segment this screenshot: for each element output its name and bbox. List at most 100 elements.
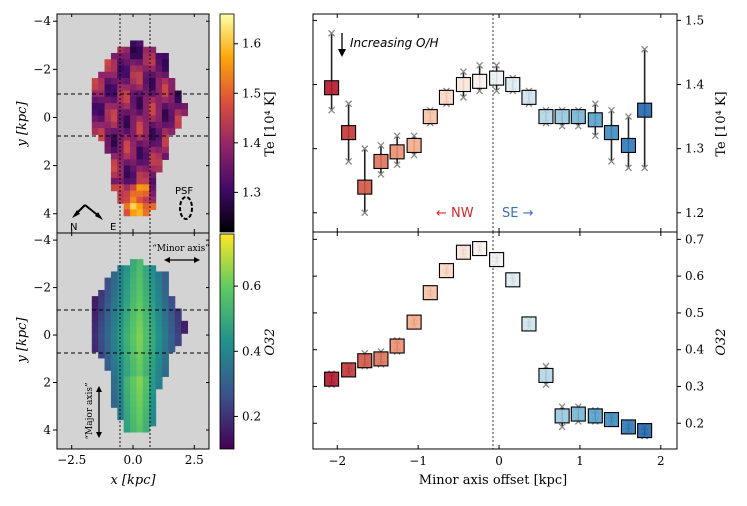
- o32-map-pixel: [117, 302, 125, 310]
- o32-map-pixel: [110, 326, 118, 334]
- measurement-cross: [574, 122, 582, 130]
- o32-map-pixel: [155, 314, 163, 322]
- o32-map-cells: [91, 259, 189, 433]
- o32-map-pixel: [130, 283, 138, 291]
- o32-map-pixel: [168, 333, 176, 340]
- o32-map-pixel: [123, 351, 131, 359]
- te-map-pixel: [130, 140, 138, 148]
- o32-map-pixel: [136, 425, 144, 433]
- o32-map-pixel: [130, 376, 138, 384]
- te-map-pixel: [104, 121, 112, 129]
- te-map-pixel: [98, 109, 106, 117]
- te-map-pixel: [110, 109, 118, 117]
- te-map-pixel: [161, 65, 169, 73]
- o32-map-pixel: [123, 382, 131, 390]
- te-map-pixel: [117, 71, 125, 79]
- te-map-pixel: [110, 171, 118, 179]
- o32-map-pixel: [136, 326, 144, 334]
- te-map-pixel: [110, 84, 118, 92]
- te-map-pixel: [149, 171, 157, 179]
- o32-map-pixel: [117, 413, 125, 421]
- o32-map-pixel: [110, 345, 118, 353]
- o32-map-pixel: [130, 296, 138, 303]
- o32-map-pixel: [123, 419, 131, 427]
- te-map-pixel: [123, 146, 131, 154]
- o32-map-pixel: [110, 382, 118, 390]
- te-map-pixel: [130, 78, 138, 85]
- o32-map-pixel: [123, 320, 131, 328]
- major-axis-arrow-icon: [96, 386, 102, 438]
- data-point: [587, 408, 603, 424]
- o32-map-pixel: [123, 265, 131, 273]
- te-map-pixel: [98, 84, 106, 92]
- te-map-pixel: [136, 59, 144, 67]
- te-map-pixel: [136, 203, 144, 211]
- o32-map-pixel: [130, 333, 138, 340]
- te-map-pixel: [161, 71, 169, 79]
- o32-map-pixel: [130, 259, 138, 266]
- data-point: [620, 137, 637, 153]
- data-point: [603, 412, 620, 428]
- o32-map-pixel: [168, 314, 176, 322]
- measurement-cross: [625, 113, 632, 121]
- o32-map-pixel: [161, 308, 169, 316]
- te-map-pixel: [123, 103, 131, 110]
- compass-north-label: N: [70, 222, 77, 233]
- o32-map-pixel: [155, 382, 163, 390]
- o32-map-pixel: [123, 357, 131, 365]
- te-map-pixel: [98, 128, 106, 135]
- te-map-pixel: [104, 115, 112, 123]
- colorbar-tick-label: 1.4: [242, 136, 261, 150]
- o32-map-pixel: [142, 388, 150, 396]
- te-map-pixel: [142, 109, 150, 117]
- te-map-pixel: [149, 78, 157, 85]
- profile-ytick-label: 1.2: [685, 206, 704, 220]
- o32-map-pixel: [117, 388, 125, 396]
- te-map-pixel: [91, 109, 99, 117]
- te-map-pixel: [136, 115, 144, 123]
- data-point: [406, 137, 422, 153]
- o32-map-pixel: [117, 401, 125, 408]
- te-map-pixel: [117, 190, 125, 198]
- te-map-pixel: [142, 65, 150, 73]
- te-map-pixel: [136, 128, 144, 135]
- data-point: [521, 316, 537, 332]
- measurement-cross: [393, 132, 401, 140]
- data-point: [538, 109, 554, 125]
- o32-map-pixel: [174, 320, 182, 328]
- map-ytick-label: 4: [43, 207, 51, 221]
- te-map-pixel: [161, 146, 169, 154]
- te-map-pixel: [123, 134, 131, 142]
- te-map-pixel: [117, 134, 125, 142]
- measurement-cross: [476, 61, 484, 69]
- map-ytick-label: −4: [33, 233, 51, 247]
- o32-map-pixel: [161, 333, 169, 340]
- te-map-pixel: [110, 146, 118, 154]
- te-map-pixel: [149, 52, 157, 60]
- o32-map-pixel: [110, 314, 118, 322]
- o32-map-pixel: [142, 333, 150, 340]
- te-map-pixel: [91, 96, 99, 104]
- o32-map-pixel: [123, 277, 131, 285]
- o32-map-pixel: [117, 407, 125, 414]
- te-map-pixel: [123, 115, 131, 123]
- te-map-pixel: [136, 40, 144, 48]
- te-map-pixel: [149, 134, 157, 142]
- o32-map-pixel: [155, 339, 163, 347]
- te-map-pixel: [117, 115, 125, 123]
- o32-map-pixel: [123, 289, 131, 297]
- o32-map-pixel: [110, 376, 118, 384]
- o32-map-pixel: [136, 351, 144, 359]
- o32-map-pixel: [142, 419, 150, 427]
- data-point: [357, 353, 373, 369]
- te-map-pixel: [142, 190, 150, 198]
- te-map-pixel: [142, 71, 150, 79]
- te-map-pixel: [168, 78, 176, 85]
- te-map-pixel: [136, 146, 144, 154]
- o32-map-pixel: [155, 345, 163, 353]
- o32-map-pixel: [149, 388, 157, 396]
- te-map-pixel: [104, 59, 112, 67]
- map-ytick-label: 2: [43, 159, 51, 173]
- te-map-pixel: [104, 78, 112, 85]
- o32-map-pixel: [136, 413, 144, 421]
